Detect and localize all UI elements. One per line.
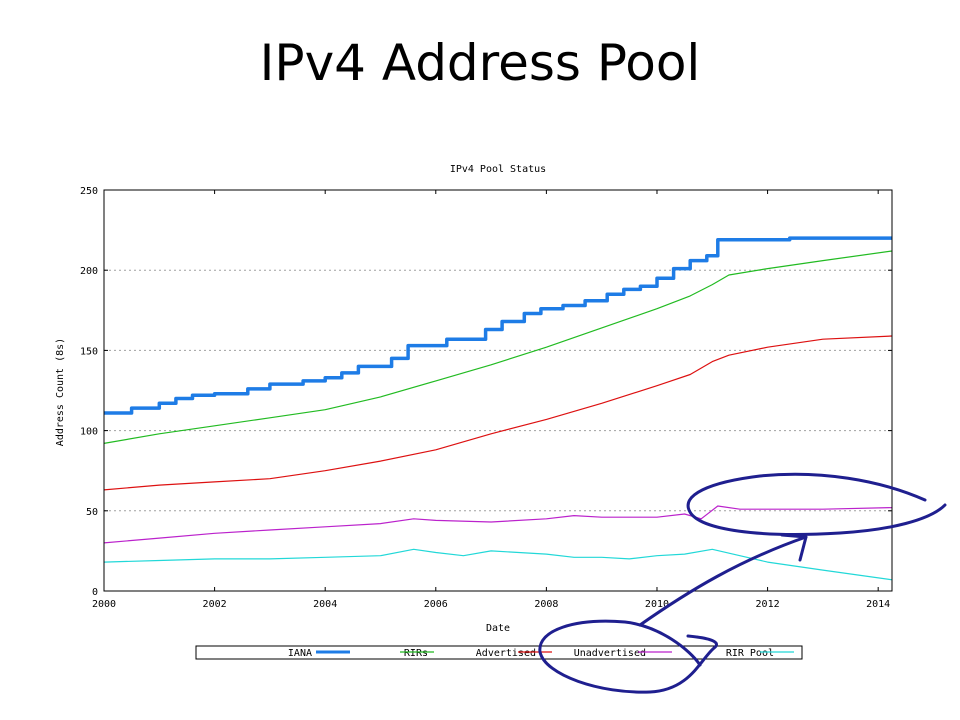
hand-drawn-annotations — [538, 472, 947, 694]
x-tick-label: 2012 — [756, 599, 780, 610]
y-tick-label: 150 — [80, 346, 98, 357]
y-axis-label: Address Count (8s) — [55, 338, 66, 446]
legend-box — [195, 645, 803, 660]
series-line-unadvertised — [103, 505, 893, 544]
legend: IANA RIRs Advertised Unadvertised RIR Pool — [195, 645, 803, 660]
x-tick-label: 2002 — [203, 599, 227, 610]
chart-title: IPv4 Pool Status — [450, 164, 546, 175]
x-axis-label: Date — [486, 623, 510, 634]
y-tick-label: 50 — [86, 507, 98, 518]
x-tick-label: 2014 — [866, 599, 890, 610]
series-line-rir-pool — [103, 548, 893, 581]
slide-title: IPv4 Address Pool — [259, 34, 701, 92]
annotation-arrow-head — [780, 533, 808, 562]
legend-label: RIR Pool — [726, 648, 774, 659]
y-tick-label: 200 — [80, 266, 98, 277]
x-tick-label: 2006 — [424, 599, 448, 610]
series-layer — [103, 236, 893, 581]
annotation-arrow-line — [638, 535, 808, 627]
legend-label: IANA — [288, 648, 312, 659]
legend-label: RIRs — [404, 648, 428, 659]
plot-frame — [103, 189, 893, 592]
ticks-layer: 0 50 100 150 200 250 2000 2002 2004 2006 2008 2010 2… — [80, 186, 892, 610]
y-tick-label: 0 — [92, 587, 98, 598]
legend-label: Advertised — [476, 648, 536, 659]
series-line-iana — [104, 236, 892, 415]
annotation-circle-legend — [538, 619, 718, 694]
legend-label: Unadvertised — [574, 648, 646, 659]
x-tick-label: 2000 — [92, 599, 116, 610]
series-line-rirs — [103, 250, 893, 444]
y-tick-label: 100 — [80, 427, 98, 438]
x-tick-label: 2004 — [313, 599, 337, 610]
series-line-advertised — [103, 335, 893, 491]
y-tick-label: 250 — [80, 186, 98, 197]
annotation-circle-pool — [686, 472, 947, 536]
x-tick-label: 2010 — [645, 599, 669, 610]
x-tick-label: 2008 — [534, 599, 558, 610]
